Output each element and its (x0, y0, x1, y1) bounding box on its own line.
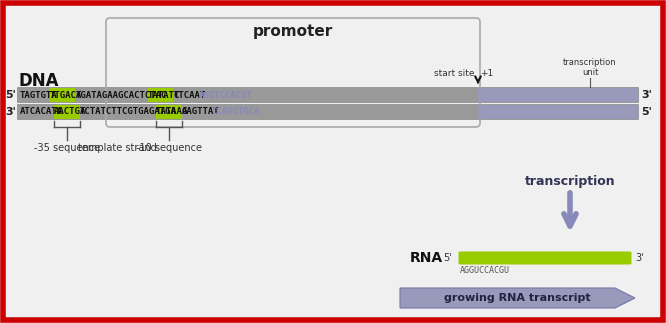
Bar (54, 105, 79, 119)
Text: TTGACA: TTGACA (50, 90, 82, 99)
Text: transcription: transcription (525, 175, 615, 188)
Text: template strand: template strand (79, 143, 157, 153)
Text: start site: start site (434, 69, 475, 78)
Bar (147, 88, 173, 102)
Text: TGATAGAAGCACTCTAC: TGATAGAAGCACTCTAC (75, 90, 166, 99)
FancyBboxPatch shape (17, 104, 639, 120)
Bar (50, 88, 75, 102)
Text: AGGUCCACGU: AGGUCCACGU (460, 266, 510, 275)
Text: 3': 3' (635, 253, 643, 263)
Text: promoter: promoter (253, 24, 333, 39)
Text: -35 sequence: -35 sequence (34, 143, 100, 153)
Text: AGGTCCACGT: AGGTCCACGT (198, 90, 252, 99)
Text: ATCACATA: ATCACATA (20, 108, 63, 117)
Text: 5': 5' (444, 253, 452, 263)
Text: TATAAA: TATAAA (156, 108, 188, 117)
Text: 5': 5' (641, 107, 652, 117)
Text: +1: +1 (480, 69, 494, 78)
Text: 3': 3' (5, 107, 16, 117)
Text: CTCAAT: CTCAAT (173, 90, 205, 99)
Text: GAGTTAT: GAGTTAT (182, 108, 219, 117)
Bar (478, 105, 638, 119)
Text: TAGTGTA: TAGTGTA (20, 90, 58, 99)
FancyBboxPatch shape (17, 87, 639, 103)
Text: growing RNA transcript: growing RNA transcript (444, 293, 591, 303)
Text: DNA: DNA (18, 72, 59, 90)
FancyArrow shape (400, 288, 635, 308)
Text: TATATT: TATATT (147, 90, 180, 99)
Bar (478, 88, 638, 102)
Text: ACTATCTTCGTGAGATGA: ACTATCTTCGTGAGATGA (79, 108, 176, 117)
Text: 3': 3' (641, 90, 652, 100)
Text: AACTGT: AACTGT (54, 108, 87, 117)
Text: CCAGGTGCA: CCAGGTGCA (211, 108, 260, 117)
Text: transcription
unit: transcription unit (563, 57, 617, 77)
FancyBboxPatch shape (458, 252, 631, 265)
Text: -10 sequence: -10 sequence (136, 143, 202, 153)
Text: RNA: RNA (410, 251, 443, 265)
Bar (156, 105, 182, 119)
Text: 5': 5' (5, 90, 16, 100)
